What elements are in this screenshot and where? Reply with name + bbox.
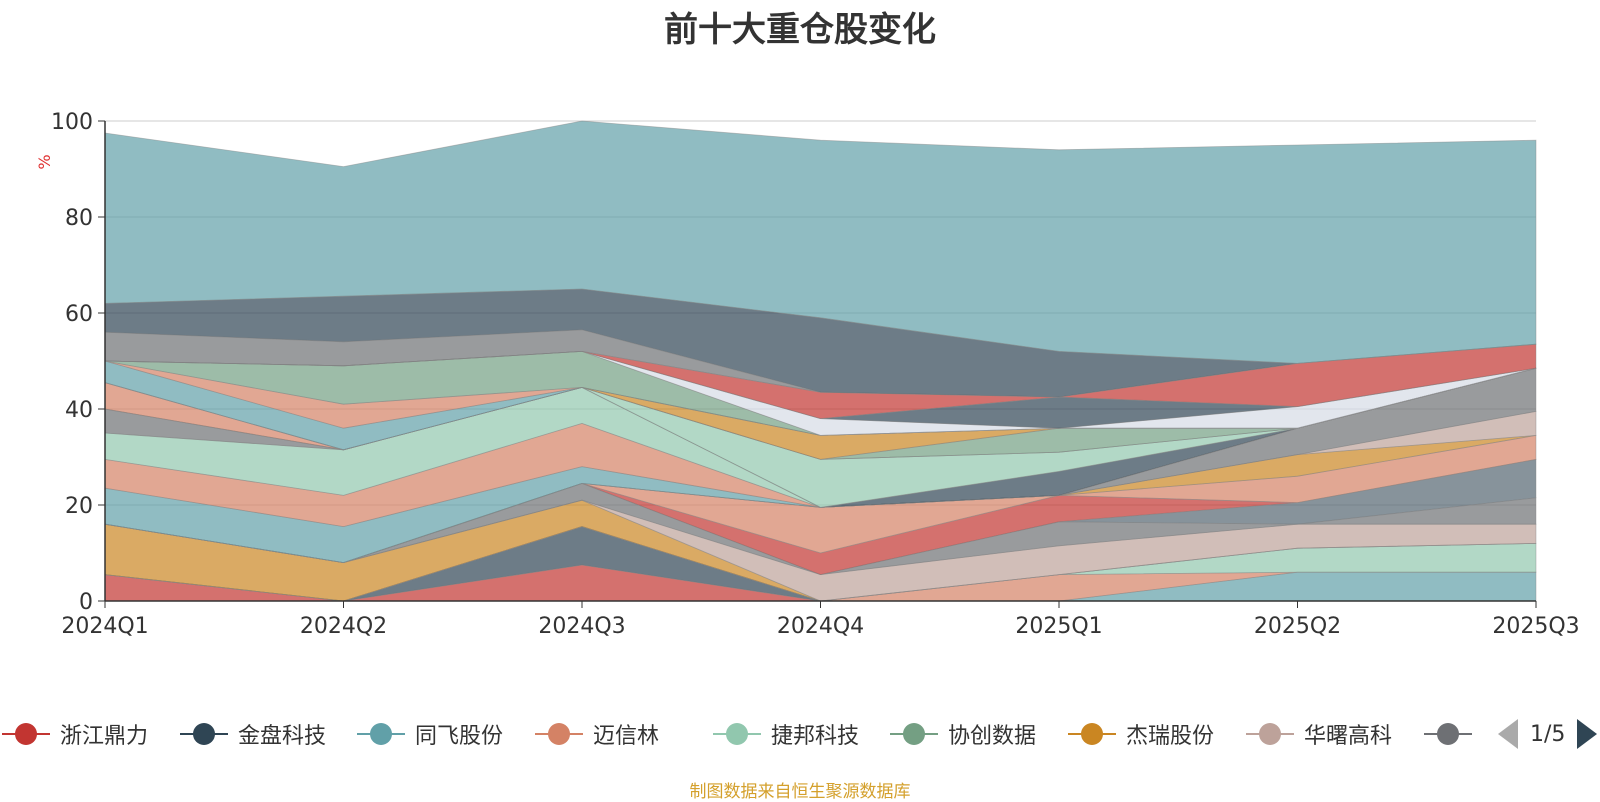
y-tick-label: 100 (51, 110, 93, 135)
legend-item[interactable]: 捷邦科技 (711, 712, 859, 756)
area-series-其他 (104, 120, 1537, 364)
chart-title: 前十大重仓股变化 (664, 10, 936, 50)
legend-marker-icon (1066, 712, 1118, 756)
legend-marker-icon (533, 712, 585, 756)
legend-items: 浙江鼎力 金盘科技 同飞股份 迈信林 捷邦科技 协创数据 杰瑞股份 华曙高科 国力股份 (0, 712, 1480, 756)
legend-item[interactable]: 杰瑞股份 (1066, 712, 1214, 756)
legend-item[interactable]: 华曙高科 (1244, 712, 1392, 756)
legend-item[interactable]: 协创数据 (888, 712, 1036, 756)
legend-item[interactable]: 浙江鼎力 (0, 712, 148, 756)
y-tick-label: 60 (65, 302, 93, 327)
legend-item[interactable]: 金盘科技 (178, 712, 326, 756)
y-tick-label: 80 (65, 206, 93, 231)
legend-pager: 1/5 (1498, 712, 1598, 756)
legend-label: 捷邦科技 (771, 724, 860, 749)
y-axis-label: % (35, 154, 54, 169)
legend-page-indicator: 1/5 (1530, 721, 1566, 747)
legend-item[interactable]: 同飞股份 (355, 712, 503, 756)
x-tick-label: 2024Q4 (777, 614, 864, 639)
legend-label: 同飞股份 (415, 724, 504, 749)
legend-next-icon[interactable] (1577, 719, 1598, 749)
legend-marker-icon (711, 712, 763, 756)
x-tick-label: 2024Q1 (61, 614, 148, 639)
legend-marker-icon (355, 712, 407, 756)
legend-marker-icon (1244, 712, 1296, 756)
legend-label: 协创数据 (948, 724, 1037, 749)
legend-label: 华曙高科 (1304, 724, 1393, 749)
legend-marker-icon (0, 712, 52, 756)
legend-marker-icon (178, 712, 230, 756)
data-source-note: 制图数据来自恒生聚源数据库 (689, 782, 911, 802)
legend-item[interactable]: 国力股份 (1422, 712, 1480, 756)
legend-item[interactable]: 迈信林 (533, 712, 659, 756)
y-tick-label: 40 (65, 398, 93, 423)
x-tick-label: 2024Q2 (300, 614, 387, 639)
y-tick-label: 0 (79, 590, 93, 615)
y-tick-label: 20 (65, 494, 93, 519)
legend-label: 金盘科技 (238, 724, 327, 749)
legend: 浙江鼎力 金盘科技 同飞股份 迈信林 捷邦科技 协创数据 杰瑞股份 华曙高科 国力股份 1/5 (0, 712, 1600, 756)
x-tick-label: 2024Q3 (538, 614, 625, 639)
x-tick-label: 2025Q1 (1015, 614, 1102, 639)
legend-marker-icon (888, 712, 940, 756)
legend-label: 杰瑞股份 (1126, 724, 1215, 749)
legend-marker-icon (1422, 712, 1474, 756)
legend-label: 迈信林 (593, 724, 660, 749)
legend-label: 浙江鼎力 (60, 724, 149, 749)
x-tick-label: 2025Q2 (1254, 614, 1341, 639)
x-tick-label: 2025Q3 (1492, 614, 1579, 639)
legend-prev-icon[interactable] (1498, 719, 1518, 749)
